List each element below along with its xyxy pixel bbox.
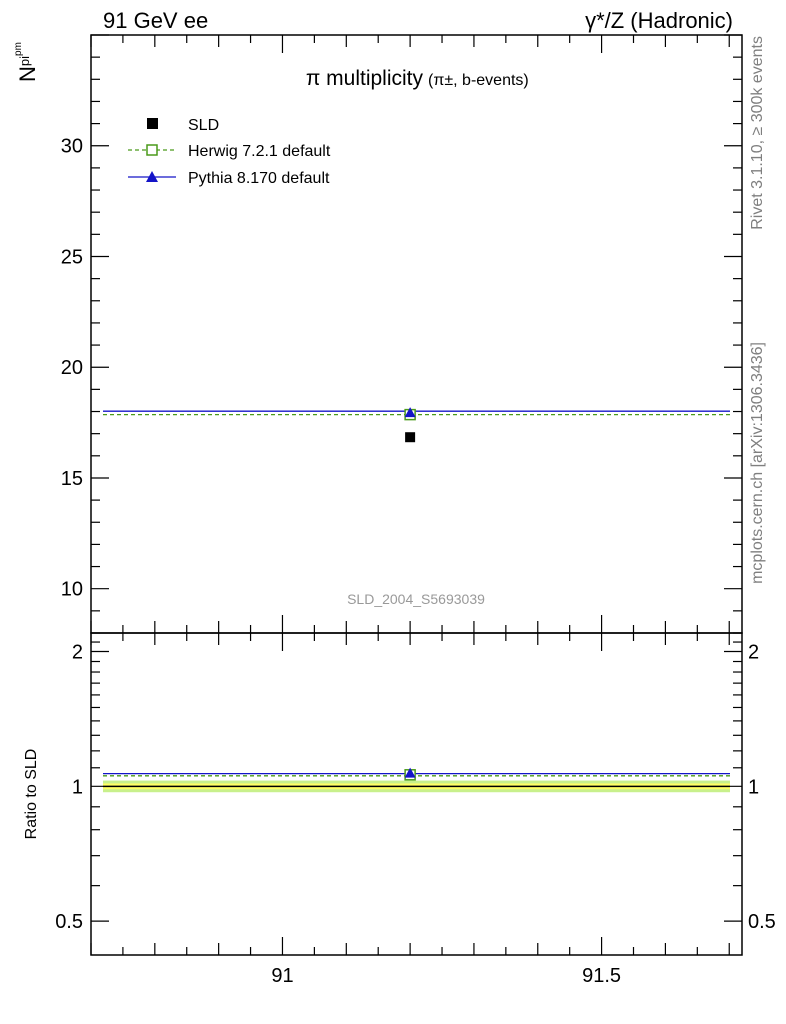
lower-y-tick-label-right: 2 [748, 642, 759, 664]
pythia-point [404, 407, 416, 418]
lower-y-tick-label: 2 [72, 642, 83, 664]
sld-point [405, 432, 416, 443]
upper-ylabel-sup: pm [13, 42, 24, 56]
upper-ylabel: Npipm [13, 42, 40, 82]
upper-y-tick-label: 25 [61, 246, 83, 268]
legend-sld-label: SLD [188, 117, 219, 134]
legend-pythia-marker [146, 171, 158, 182]
process-label: γ*/Z (Hadronic) [585, 8, 733, 33]
mcplots-label: mcplots.cern.ch [arXiv:1306.3436] [749, 342, 766, 584]
lower-y-tick-label-right: 1 [748, 776, 759, 798]
lower-y-tick-label: 0.5 [55, 911, 83, 933]
series-lines [103, 410, 730, 777]
upper-y-tick-label: 10 [61, 579, 83, 601]
lower-y-tick-label-right: 0.5 [748, 911, 776, 933]
upper-y-tick-label: 20 [61, 357, 83, 379]
x-ticks: 91 91.5 [90, 35, 730, 987]
x-tick-label: 91 [271, 965, 293, 987]
legend-sld-marker [147, 118, 158, 129]
lower-y-ticks: 0.5 0.5 1 1 2 2 [55, 641, 776, 933]
legend-pythia-label: Pythia 8.170 default [188, 170, 330, 187]
lower-y-tick-label: 1 [72, 776, 83, 798]
legend: SLD Herwig 7.2.1 default Pythia 8.170 de… [128, 117, 331, 187]
chart-title-main: π multiplicity [306, 67, 424, 90]
x-tick-label: 91.5 [582, 965, 621, 987]
energy-label: 91 GeV ee [103, 8, 208, 33]
upper-y-tick-label: 30 [61, 136, 83, 158]
pythia-ratio-point [404, 767, 416, 778]
legend-herwig-marker [146, 144, 158, 156]
upper-ylabel-sub: pi [17, 56, 32, 66]
upper-ylabel-n: N [15, 66, 40, 82]
data-markers [404, 407, 416, 781]
rivet-label: Rivet 3.1.10, ≥ 300k events [749, 36, 766, 230]
lower-panel-frame [90, 632, 743, 956]
chart-title: π multiplicity [306, 67, 424, 90]
lower-ylabel: Ratio to SLD [23, 749, 40, 840]
upper-y-ticks: 10 15 20 25 30 [61, 34, 742, 634]
analysis-watermark: SLD_2004_S5693039 [347, 591, 485, 607]
upper-y-tick-label: 15 [61, 468, 83, 490]
chart-title-suffix: (π±, b-events) [428, 72, 529, 89]
legend-herwig-label: Herwig 7.2.1 default [188, 143, 331, 160]
reference-band [103, 780, 730, 793]
